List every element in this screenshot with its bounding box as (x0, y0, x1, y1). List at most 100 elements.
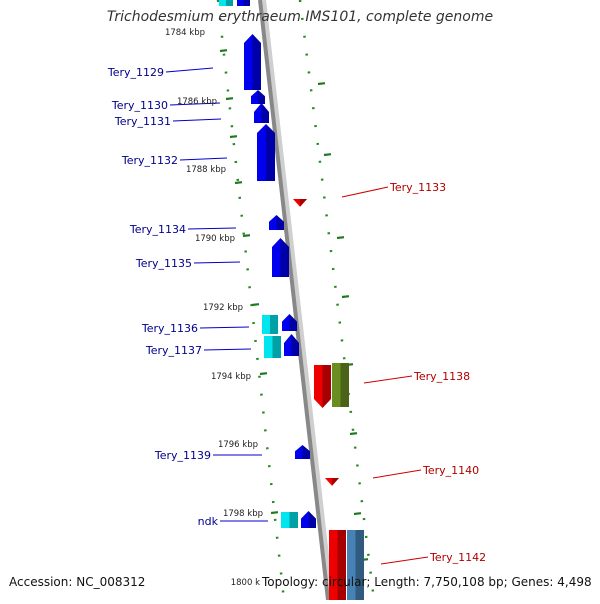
label-connector-tery-1129 (165, 67, 214, 73)
ring-dash (317, 82, 326, 86)
label-connector-tery-1142 (380, 556, 429, 565)
gene-tery-1135-face-left (272, 238, 281, 277)
gene-tery-1132[interactable] (257, 124, 275, 181)
gene-label-tery-1132[interactable]: Tery_1132 (121, 154, 178, 167)
label-connector-tery-1138 (363, 375, 413, 384)
gene-tery-1133[interactable] (293, 199, 307, 207)
gene-tery-1142[interactable] (329, 530, 346, 600)
tick-label: 1800 k (231, 578, 260, 588)
ring-dash (270, 511, 279, 515)
gene-tery-1134-face-left (269, 215, 277, 230)
gene-tery-1132-face-right (266, 124, 275, 181)
gene-top-blue[interactable] (237, 0, 250, 6)
gene-ndk-face-right (308, 511, 316, 528)
gene-tery-1129[interactable] (244, 34, 261, 90)
gene-label-tery-1136[interactable]: Tery_1136 (141, 322, 198, 335)
gene-tery-1136-face-right (289, 314, 297, 331)
gene-tery-1130-face-right (258, 90, 265, 104)
gene-ndk-face-left (301, 511, 309, 528)
gene-tery-1134-face-right (276, 215, 284, 230)
ring-dash (341, 295, 350, 299)
gene-top-cyan[interactable] (219, 0, 233, 6)
tick-label: 1784 kbp (165, 28, 205, 38)
ring-dash (234, 181, 243, 185)
tick-marks (219, 49, 369, 562)
gene-ndk-cyan-face-left (281, 512, 290, 528)
ring-dash (251, 303, 260, 307)
gene-tery-1142-face-left (329, 530, 338, 600)
gene-label-tery-1130[interactable]: Tery_1130 (111, 99, 168, 112)
gene-tery-1131-face-right (261, 103, 269, 123)
gene-label-tery-1137[interactable]: Tery_1137 (145, 344, 202, 357)
gene-tery-1138[interactable] (314, 365, 331, 408)
gene-tery-1136[interactable] (282, 314, 297, 331)
label-connector-tery-1132 (179, 157, 228, 161)
ring-dash (336, 236, 345, 240)
tick-labels: 1784 kbp 1786 kbp 1788 kbp 1790 kbp 1792 kbp… (165, 28, 263, 588)
gene-top-blue-face-right (243, 0, 250, 6)
gene-tery-1137-cyan-face-right (272, 336, 281, 358)
gene-top-blue-face-left (237, 0, 244, 6)
gene-tery-1136-face-left (282, 314, 290, 331)
ring-dash (349, 432, 358, 436)
tick-label: 1798 kbp (223, 509, 263, 519)
gene-tery-1140[interactable] (325, 478, 339, 486)
gene-label-tery-1129[interactable]: Tery_1129 (107, 66, 164, 79)
map-title: Trichodesmium erythraeum IMS101, complet… (106, 9, 494, 25)
gene-tery-1136-cyan-face-right (270, 315, 278, 334)
ring-dash (219, 49, 228, 53)
gene-tery-1138b[interactable] (332, 363, 349, 407)
gene-tery-1137-cyan-face-left (264, 336, 273, 358)
label-connector-tery-1130 (169, 102, 221, 106)
gene-tery-1135[interactable] (272, 238, 289, 277)
gene-top-cyan-face-right (226, 0, 233, 6)
gene-ndk[interactable] (301, 511, 316, 528)
accession-text: Accession: NC_008312 (9, 575, 146, 589)
gene-tery-1133-shade (300, 199, 307, 207)
gene-tery-1134[interactable] (269, 215, 284, 230)
gene-label-tery-1138[interactable]: Tery_1138 (413, 370, 470, 383)
gene-tery-1136-cyan-face-left (262, 315, 270, 334)
tick-label: 1792 kbp (203, 303, 243, 313)
tick-label: 1794 kbp (211, 372, 251, 382)
genome-backbone (258, 0, 330, 601)
gene-ndk-cyan-face-right (289, 512, 298, 528)
gene-tery-1132-face-left (257, 124, 266, 181)
gene-label-tery-1134[interactable]: Tery_1134 (129, 223, 186, 236)
label-connector-tery-1131 (172, 118, 222, 122)
gene-label-tery-1135[interactable]: Tery_1135 (135, 257, 192, 270)
gene-label-tery-1133[interactable]: Tery_1133 (389, 181, 446, 194)
ring-dash (225, 97, 234, 101)
gene-labels: Tery_1129 Tery_1130 Tery_1131 Tery_1132 Tery… (107, 66, 486, 565)
gene-tery-1137-cyan[interactable] (264, 336, 281, 358)
ring-dash (242, 234, 251, 238)
gene-tery-1129-face-left (244, 34, 253, 90)
gene-tery-1131[interactable] (254, 103, 269, 123)
gene-tery-1131-face-left (254, 103, 262, 123)
gene-label-tery-1139[interactable]: Tery_1139 (154, 449, 211, 462)
tick-label: 1788 kbp (186, 165, 226, 175)
outer-ring-dots (298, 0, 376, 601)
gene-label-tery-1131[interactable]: Tery_1131 (114, 115, 171, 128)
gene-tery-1137-face-left (284, 334, 292, 356)
gene-tery-1138-face-right (322, 365, 331, 408)
ring-dash (229, 135, 238, 139)
gene-label-tery-1142[interactable]: Tery_1142 (429, 551, 486, 564)
gene-tery-1136-cyan[interactable] (262, 315, 278, 334)
gene-tery-1135-face-right (280, 238, 289, 277)
gene-tery-1142b[interactable] (347, 530, 364, 600)
tick-label: 1790 kbp (195, 234, 235, 244)
gene-tery-1137[interactable] (284, 334, 299, 356)
gene-tery-1130[interactable] (251, 90, 265, 104)
gene-label-tery-1140[interactable]: Tery_1140 (422, 464, 479, 477)
gene-ndk-cyan[interactable] (281, 512, 298, 528)
gene-tery-1137-face-right (291, 334, 299, 356)
gene-label-ndk[interactable]: ndk (198, 515, 219, 528)
gene-top-cyan-face-left (219, 0, 226, 6)
genome-summary-text: Topology: circular; Length: 7,750,108 bp… (262, 575, 592, 589)
gene-tery-1139-face-right (302, 445, 310, 459)
gene-tery-1138b-face-right (340, 363, 349, 407)
gene-tery-1139[interactable] (295, 445, 310, 459)
genome-backbone-shadow (260, 0, 334, 601)
